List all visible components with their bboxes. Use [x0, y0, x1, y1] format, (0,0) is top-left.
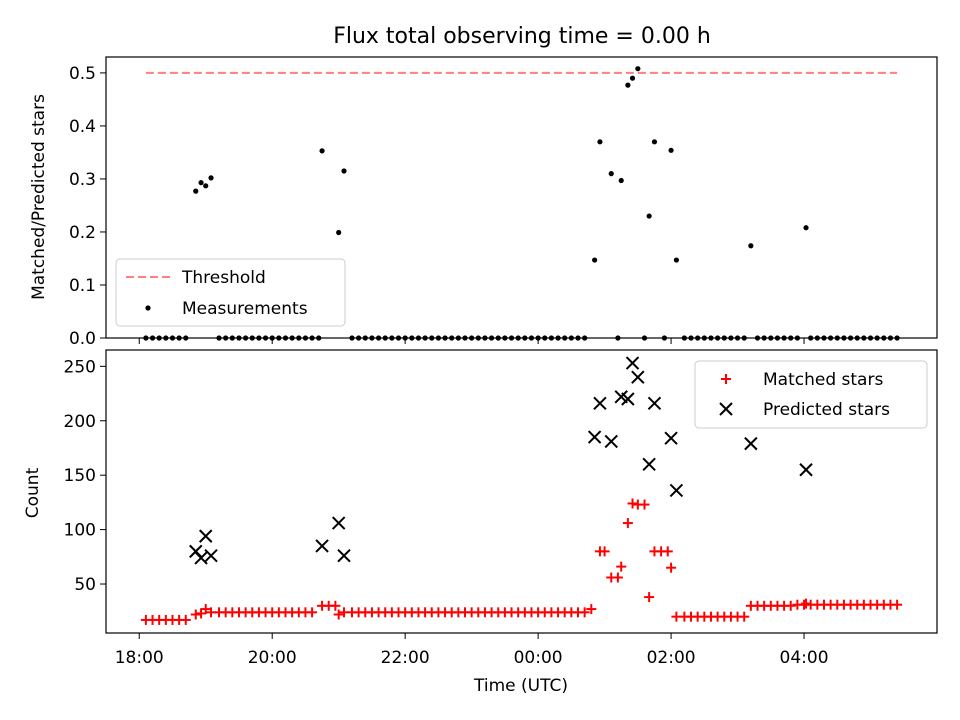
measurement-point	[193, 188, 199, 194]
ratio-y-tick-label: 0.4	[69, 117, 96, 137]
predicted-point	[315, 539, 329, 553]
matched-point	[892, 599, 903, 610]
ratio-y-tick-label: 0.1	[69, 276, 96, 296]
ratio-plot-frame	[105, 56, 938, 339]
ratio-y-axis-label: Matched/Predicted stars	[29, 94, 49, 300]
measurement-point	[608, 171, 614, 177]
matched-point	[330, 600, 341, 611]
ratio-y-tick-label: 0.2	[69, 223, 96, 243]
measurement-point	[341, 168, 347, 174]
ratio-y-tick-label: 0.0	[69, 329, 96, 349]
predicted-point	[593, 396, 607, 411]
matched-point	[801, 598, 812, 609]
matched-point	[200, 604, 211, 615]
predicted-point	[337, 549, 351, 563]
count-legend-box	[694, 360, 928, 429]
matched-point	[190, 609, 201, 620]
predicted-point	[587, 430, 602, 444]
x-tick-label: 20:00	[248, 648, 297, 668]
matched-point	[333, 609, 344, 620]
matched-point	[639, 499, 650, 510]
matched-point	[622, 518, 633, 529]
matched-point	[785, 600, 796, 611]
count-y-tick-label: 150	[64, 466, 96, 486]
count-panel: Count Time (UTC) 50 100 150 200 250 18:00 20:…	[23, 349, 938, 696]
measurement-point	[592, 257, 598, 263]
count-y-tick-label: 100	[64, 521, 96, 541]
x-tick-label: 18:00	[115, 648, 164, 668]
matched-point	[644, 592, 655, 603]
predicted-point	[664, 431, 678, 445]
matched-point	[599, 546, 610, 557]
count-y-axis-label: Count	[23, 467, 43, 518]
matched-point	[627, 498, 638, 509]
measurement-point	[668, 147, 674, 153]
matched-legend-swatch	[721, 374, 731, 384]
predicted-point	[625, 356, 640, 370]
measurement-point	[618, 177, 624, 184]
measurement-point	[319, 148, 325, 154]
measurement-point	[673, 257, 679, 263]
matched-point	[307, 607, 318, 618]
count-legend: Matched stars Predicted stars	[694, 360, 928, 429]
ratio-legend-box	[115, 258, 346, 327]
matched-point	[666, 562, 677, 573]
x-tick-label: 22:00	[381, 648, 430, 668]
predicted-point	[621, 392, 635, 406]
count-y-tick-label: 50	[74, 575, 96, 595]
predicted-point	[799, 463, 813, 477]
predicted-point	[744, 436, 758, 451]
predicted-legend-swatch	[719, 402, 733, 416]
predicted-legend-label: Predicted stars	[763, 400, 890, 420]
x-tick-label: 04:00	[780, 648, 829, 668]
matched-point	[739, 611, 750, 622]
predicted-point	[631, 370, 645, 384]
measurement-point	[597, 139, 603, 145]
matched-point	[616, 561, 627, 572]
count-y-tick-label: 200	[64, 412, 96, 432]
predicted-point	[604, 434, 618, 449]
measurement-point	[651, 139, 658, 145]
predicted-point	[647, 396, 662, 411]
measurements-legend-label: Measurements	[182, 299, 308, 319]
measurement-point	[208, 175, 214, 181]
ratio-legend: Threshold Measurements	[115, 258, 346, 327]
count-plot-frame	[105, 349, 938, 634]
matched-point	[586, 604, 597, 615]
predicted-point	[669, 483, 684, 498]
measurement-point	[748, 243, 754, 249]
x-axis-label: Time (UTC)	[473, 676, 568, 696]
ratio-y-tick-label: 0.3	[69, 170, 96, 190]
predicted-point	[204, 549, 218, 563]
measurement-point	[629, 75, 636, 81]
predicted-point	[194, 551, 208, 565]
ratio-panel: Flux total observing time = 0.00 h Match…	[29, 24, 938, 349]
matched-legend-label: Matched stars	[763, 370, 883, 390]
matched-point	[612, 572, 623, 583]
predicted-point	[331, 516, 346, 530]
matched-point	[180, 614, 191, 625]
measurement-point	[625, 82, 631, 88]
x-tick-label: 00:00	[514, 648, 563, 668]
count-y-tick-label: 250	[64, 357, 96, 377]
measurement-point	[646, 213, 652, 219]
measurement-point	[336, 229, 342, 236]
predicted-point	[199, 529, 213, 543]
measurements-legend-swatch	[145, 305, 151, 311]
matched-point	[196, 608, 207, 619]
measurement-point	[198, 180, 204, 186]
threshold-legend-label: Threshold	[181, 268, 266, 288]
measurement-point	[803, 225, 809, 231]
matched-point	[579, 607, 590, 618]
measurement-point	[635, 66, 641, 72]
chart-title: Flux total observing time = 0.00 h	[333, 24, 711, 49]
predicted-point	[642, 457, 656, 471]
matched-point	[662, 546, 673, 557]
measurement-point	[203, 183, 209, 189]
ratio-y-tick-label: 0.5	[69, 64, 96, 84]
x-tick-label: 02:00	[647, 648, 696, 668]
